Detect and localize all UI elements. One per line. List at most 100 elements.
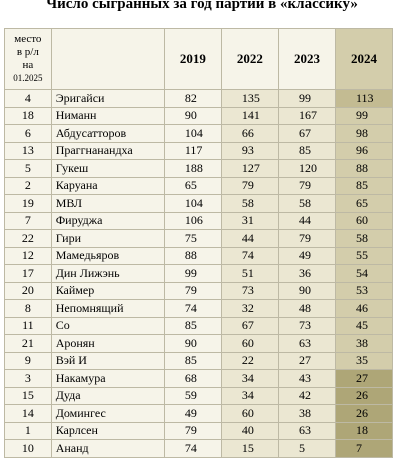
games-cell: 58 bbox=[334, 229, 394, 248]
year-header: 2023 bbox=[277, 28, 336, 90]
player-name: Эригайси bbox=[50, 89, 165, 108]
games-cell: 46 bbox=[334, 299, 394, 318]
rank-cell: 20 bbox=[4, 281, 52, 300]
rank-header-line: в р/л bbox=[16, 46, 39, 58]
games-cell: 117 bbox=[163, 141, 222, 160]
player-name: Со bbox=[50, 316, 165, 335]
year-header: 2024 bbox=[334, 28, 394, 90]
games-cell: 7 bbox=[334, 439, 394, 458]
games-cell: 5 bbox=[277, 439, 336, 458]
games-cell: 96 bbox=[334, 141, 394, 160]
player-name: Гири bbox=[50, 229, 165, 248]
games-cell: 90 bbox=[163, 334, 222, 353]
rank-cell: 15 bbox=[4, 386, 52, 405]
player-name: Гукеш bbox=[50, 159, 165, 178]
rank-cell: 18 bbox=[4, 106, 52, 125]
games-cell: 44 bbox=[220, 229, 279, 248]
rank-header-line: на bbox=[22, 59, 34, 71]
table-row: 14 Домингес 49 60 38 26 bbox=[4, 404, 394, 423]
games-cell: 51 bbox=[220, 264, 279, 283]
games-cell: 79 bbox=[220, 176, 279, 195]
rank-cell: 4 bbox=[4, 89, 52, 108]
table-body: 4 Эригайси 82 135 99 113 18 Ниманн 90 141 167 99 6 Аб… bbox=[4, 89, 394, 458]
games-cell: 31 bbox=[220, 211, 279, 230]
games-cell: 85 bbox=[277, 141, 336, 160]
player-name: Праггнанандха bbox=[50, 141, 165, 160]
games-cell: 27 bbox=[277, 351, 336, 370]
table-row: 11 Со 85 67 73 45 bbox=[4, 316, 394, 335]
player-name: МВЛ bbox=[50, 194, 165, 213]
games-cell: 79 bbox=[163, 281, 222, 300]
games-cell: 45 bbox=[334, 316, 394, 335]
player-name: Карлсен bbox=[50, 421, 165, 440]
rank-cell: 1 bbox=[4, 421, 52, 440]
player-name: Аронян bbox=[50, 334, 165, 353]
player-name: Мамедьяров bbox=[50, 246, 165, 265]
games-cell: 63 bbox=[277, 334, 336, 353]
games-cell: 34 bbox=[220, 386, 279, 405]
player-name: Дин Лижэнь bbox=[50, 264, 165, 283]
games-cell: 85 bbox=[334, 176, 394, 195]
games-cell: 58 bbox=[277, 194, 336, 213]
games-cell: 75 bbox=[163, 229, 222, 248]
games-cell: 90 bbox=[277, 281, 336, 300]
player-name: Накамура bbox=[50, 369, 165, 388]
header-row: место в р/л на 01.2025 2019 2022 2023 2024 bbox=[4, 28, 394, 90]
year-header: 2019 bbox=[163, 28, 222, 90]
rank-cell: 8 bbox=[4, 299, 52, 318]
games-cell: 53 bbox=[334, 281, 394, 300]
rank-cell: 21 bbox=[4, 334, 52, 353]
games-cell: 106 bbox=[163, 211, 222, 230]
player-name: Вэй И bbox=[50, 351, 165, 370]
table-row: 4 Эригайси 82 135 99 113 bbox=[4, 89, 394, 108]
player-name: Непомнящий bbox=[50, 299, 165, 318]
rank-cell: 7 bbox=[4, 211, 52, 230]
table-row: 15 Дуда 59 34 42 26 bbox=[4, 386, 394, 405]
games-cell: 135 bbox=[220, 89, 279, 108]
player-name: Фируджа bbox=[50, 211, 165, 230]
table-row: 13 Праггнанандха 117 93 85 96 bbox=[4, 141, 394, 160]
games-cell: 99 bbox=[163, 264, 222, 283]
games-cell: 38 bbox=[277, 404, 336, 423]
games-cell: 93 bbox=[220, 141, 279, 160]
name-header bbox=[50, 28, 165, 90]
games-cell: 26 bbox=[334, 386, 394, 405]
games-cell: 65 bbox=[334, 194, 394, 213]
rank-cell: 9 bbox=[4, 351, 52, 370]
games-cell: 48 bbox=[277, 299, 336, 318]
games-cell: 55 bbox=[334, 246, 394, 265]
games-cell: 38 bbox=[334, 334, 394, 353]
games-cell: 27 bbox=[334, 369, 394, 388]
games-cell: 15 bbox=[220, 439, 279, 458]
games-cell: 79 bbox=[277, 229, 336, 248]
games-cell: 90 bbox=[163, 106, 222, 125]
rank-cell: 19 bbox=[4, 194, 52, 213]
games-cell: 113 bbox=[334, 89, 394, 108]
games-cell: 127 bbox=[220, 159, 279, 178]
player-name: Домингес bbox=[50, 404, 165, 423]
player-name: Дуда bbox=[50, 386, 165, 405]
games-cell: 32 bbox=[220, 299, 279, 318]
games-cell: 79 bbox=[277, 176, 336, 195]
rank-cell: 22 bbox=[4, 229, 52, 248]
rank-header-line: место bbox=[14, 33, 42, 45]
table-row: 19 МВЛ 104 58 58 65 bbox=[4, 194, 394, 213]
games-cell: 82 bbox=[163, 89, 222, 108]
games-cell: 99 bbox=[334, 106, 394, 125]
rank-header-line: 01.2025 bbox=[13, 73, 43, 83]
games-cell: 60 bbox=[220, 334, 279, 353]
games-cell: 67 bbox=[277, 124, 336, 143]
games-cell: 44 bbox=[277, 211, 336, 230]
rank-cell: 2 bbox=[4, 176, 52, 195]
title: Число сыгранных за год партий в «классик… bbox=[46, 0, 358, 12]
games-cell: 73 bbox=[277, 316, 336, 335]
games-cell: 85 bbox=[163, 351, 222, 370]
player-name: Каймер bbox=[50, 281, 165, 300]
games-cell: 73 bbox=[220, 281, 279, 300]
games-cell: 26 bbox=[334, 404, 394, 423]
games-cell: 79 bbox=[163, 421, 222, 440]
games-cell: 60 bbox=[334, 211, 394, 230]
games-cell: 35 bbox=[334, 351, 394, 370]
games-cell: 188 bbox=[163, 159, 222, 178]
